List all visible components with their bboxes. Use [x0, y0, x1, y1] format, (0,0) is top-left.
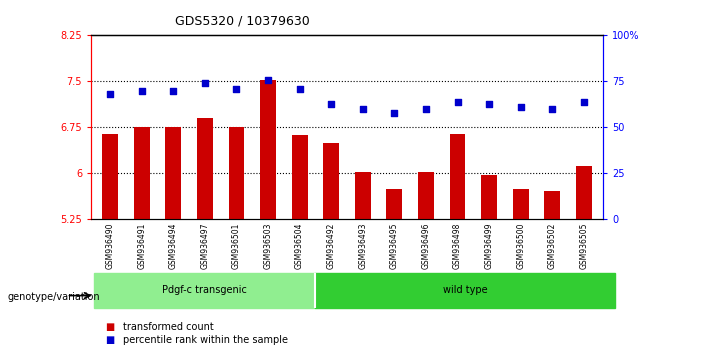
Point	[389, 110, 400, 115]
Text: ■: ■	[105, 322, 114, 332]
Bar	[315, 273, 615, 308]
Point	[578, 99, 590, 104]
Text: GSM936494: GSM936494	[169, 222, 178, 269]
Bar	[165, 127, 181, 354]
Text: GSM936498: GSM936498	[453, 222, 462, 269]
Text: GSM936491: GSM936491	[137, 222, 147, 269]
Text: GSM936500: GSM936500	[516, 222, 525, 269]
Point	[421, 106, 432, 112]
Text: GSM936501: GSM936501	[232, 222, 241, 269]
Text: transformed count: transformed count	[123, 322, 213, 332]
Point	[168, 88, 179, 93]
Text: GSM936495: GSM936495	[390, 222, 399, 269]
Text: genotype/variation: genotype/variation	[7, 292, 100, 302]
Bar	[134, 127, 149, 354]
Point	[104, 91, 116, 97]
Point	[325, 101, 336, 106]
Point	[515, 104, 526, 110]
Text: wild type: wild type	[443, 285, 488, 295]
Bar	[95, 273, 315, 308]
Text: GSM936497: GSM936497	[200, 222, 210, 269]
Bar	[386, 189, 402, 354]
Bar	[355, 172, 371, 354]
Text: Pdgf-c transgenic: Pdgf-c transgenic	[163, 285, 247, 295]
Bar	[229, 127, 245, 354]
Bar	[449, 133, 465, 354]
Text: GSM936490: GSM936490	[106, 222, 114, 269]
Text: GSM936499: GSM936499	[484, 222, 494, 269]
Bar	[513, 189, 529, 354]
Bar	[545, 191, 560, 354]
Bar	[418, 172, 434, 354]
Bar	[260, 80, 276, 354]
Text: GSM936505: GSM936505	[580, 222, 588, 269]
Bar	[482, 175, 497, 354]
Point	[262, 77, 273, 82]
Text: percentile rank within the sample: percentile rank within the sample	[123, 335, 287, 345]
Point	[231, 86, 242, 92]
Text: ■: ■	[105, 335, 114, 345]
Point	[358, 106, 369, 112]
Text: GSM936496: GSM936496	[421, 222, 430, 269]
Bar	[292, 136, 308, 354]
Text: GDS5320 / 10379630: GDS5320 / 10379630	[175, 14, 310, 27]
Point	[136, 88, 147, 93]
Text: GSM936493: GSM936493	[358, 222, 367, 269]
Bar	[197, 118, 212, 354]
Point	[452, 99, 463, 104]
Text: GSM936502: GSM936502	[547, 222, 557, 269]
Point	[294, 86, 305, 92]
Bar	[102, 133, 118, 354]
Text: GSM936504: GSM936504	[295, 222, 304, 269]
Text: GSM936503: GSM936503	[264, 222, 273, 269]
Point	[484, 101, 495, 106]
Bar	[576, 166, 592, 354]
Point	[199, 80, 210, 86]
Point	[547, 106, 558, 112]
Bar	[323, 143, 339, 354]
Text: GSM936492: GSM936492	[327, 222, 336, 269]
